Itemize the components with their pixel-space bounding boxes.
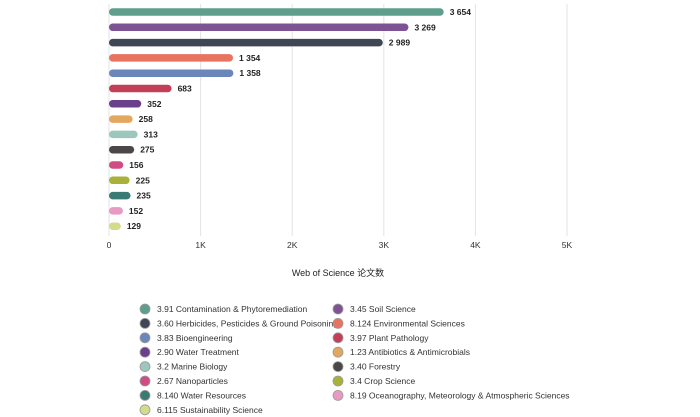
- bar-4: [109, 69, 234, 77]
- bar-value-label-4: 1 358: [239, 68, 261, 78]
- bar-value-label-11: 225: [136, 175, 150, 185]
- legend-left-label-6: 8.140 Water Resources: [157, 390, 246, 400]
- x-tick-label-0: 0: [107, 240, 112, 250]
- legend-right-label-5: 3.4 Crop Science: [350, 376, 415, 386]
- legend-right-marker-2: [332, 332, 344, 344]
- bar-8: [109, 130, 138, 139]
- legend-right-label-6: 8.19 Oceanography, Meteorology & Atmosph…: [350, 390, 570, 400]
- x-tick-label-4: 4K: [470, 240, 481, 250]
- legend: 3.91 Contamination & Phytoremediation 3.6…: [139, 303, 570, 416]
- x-axis-ticks: 0 1K 2K 3K 4K 5K: [107, 240, 573, 250]
- legend-left-marker-5: [139, 375, 151, 387]
- bar-value-label-0: 3 654: [450, 7, 472, 17]
- grid-lines: [108, 4, 568, 236]
- legend-right-marker-4: [332, 361, 344, 373]
- x-axis-title: Web of Science 论文数: [292, 267, 384, 278]
- legend-right-marker-3: [332, 346, 344, 358]
- x-tick-label-1: 1K: [195, 240, 206, 250]
- legend-left-label-0: 3.91 Contamination & Phytoremediation: [157, 304, 308, 314]
- legend-right-marker-5: [332, 375, 344, 387]
- legend-left-marker-6: [139, 389, 151, 401]
- bar-value-label-13: 152: [129, 206, 143, 216]
- legend-left-label-1: 3.60 Herbicides, Pesticides & Ground Poi…: [157, 318, 338, 328]
- bar-value-label-10: 156: [129, 160, 143, 170]
- bar-value-label-3: 1 354: [239, 53, 261, 63]
- legend-left-marker-0: [139, 303, 151, 315]
- legend-right-label-3: 1.23 Antibiotics & Antimicrobials: [350, 347, 470, 357]
- legend-right-label-2: 3.97 Plant Pathology: [350, 333, 429, 343]
- bar-value-label-8: 313: [144, 129, 158, 139]
- bar-value-label-7: 258: [139, 114, 153, 124]
- bar-7: [109, 115, 133, 123]
- bar-12: [109, 191, 131, 200]
- bar-11: [109, 176, 130, 185]
- legend-left-marker-1: [139, 317, 151, 329]
- bar-3: [109, 54, 234, 62]
- bar-13: [109, 207, 123, 215]
- legend-left-label-4: 3.2 Marine Biology: [157, 362, 228, 372]
- bar-value-label-14: 129: [127, 221, 141, 231]
- bar-value-label-2: 2 989: [389, 38, 411, 48]
- bar-9: [109, 145, 135, 154]
- legend-left-label-3: 2.90 Water Treatment: [157, 347, 240, 357]
- bar-value-label-12: 235: [137, 191, 151, 201]
- bar-10: [109, 161, 124, 169]
- bar-6: [109, 100, 142, 108]
- legend-right-label-4: 3.40 Forestry: [350, 362, 401, 372]
- bar-value-label-5: 683: [178, 84, 192, 94]
- legend-right-marker-0: [332, 303, 344, 315]
- legend-left-marker-4: [139, 361, 151, 373]
- legend-right-marker-1: [332, 317, 344, 329]
- x-tick-label-2: 2K: [287, 240, 298, 250]
- bar-14: [109, 222, 121, 230]
- legend-left-marker-2: [139, 332, 151, 344]
- x-tick-label-5: 5K: [562, 240, 573, 250]
- bar-0: [109, 8, 444, 16]
- bar-5: [109, 84, 172, 93]
- legend-right-label-0: 3.45 Soil Science: [350, 304, 416, 314]
- legend-right-label-1: 8.124 Environmental Sciences: [350, 318, 465, 328]
- x-tick-label-3: 3K: [379, 240, 390, 250]
- bar-2: [109, 38, 383, 47]
- legend-right-marker-6: [332, 389, 344, 401]
- legend-left-label-5: 2.67 Nanoparticles: [157, 376, 228, 386]
- legend-left-label-2: 3.83 Bioengineering: [157, 333, 233, 343]
- bar-1: [109, 23, 409, 32]
- bar-value-label-6: 352: [147, 99, 161, 109]
- legend-left-label-7: 6.115 Sustainability Science: [157, 405, 263, 415]
- legend-left-marker-7: [139, 404, 151, 416]
- bar-value-label-9: 275: [140, 145, 154, 155]
- legend-left-marker-3: [139, 346, 151, 358]
- bar-value-label-1: 3 269: [414, 22, 436, 32]
